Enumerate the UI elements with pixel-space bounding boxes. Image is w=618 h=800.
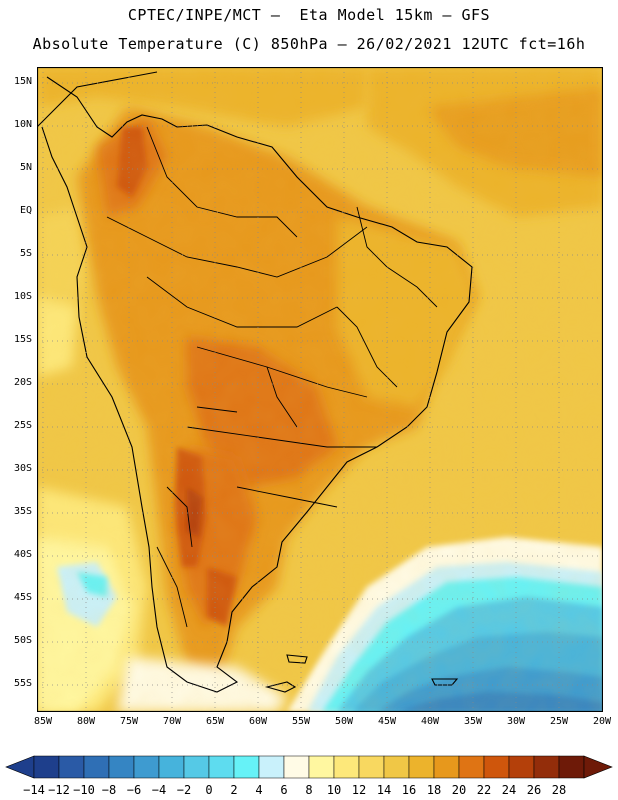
- colorbar-tick-label: 8: [305, 783, 313, 797]
- colorbar-tick-label: −14: [23, 783, 45, 797]
- colorbar-swatch: [508, 755, 535, 779]
- colorbar-swatch: [383, 755, 410, 779]
- colorbar-tick-label: −2: [176, 783, 192, 797]
- lat-label: 35S: [13, 506, 32, 517]
- colorbar-swatch: [308, 755, 335, 779]
- colorbar-tick-label: 14: [376, 783, 392, 797]
- colorbar-swatch: [133, 755, 160, 779]
- lat-label: 5N: [19, 162, 32, 173]
- colorbar-tick-label: 20: [451, 783, 467, 797]
- colorbar-tick-label: 26: [526, 783, 542, 797]
- colorbar-swatch: [283, 755, 310, 779]
- colorbar-swatch: [258, 755, 285, 779]
- coastline: [37, 71, 473, 693]
- colorbar-tick-label: 12: [351, 783, 367, 797]
- lon-label: 85W: [33, 716, 53, 727]
- lon-label: 75W: [119, 716, 139, 727]
- lon-label: 65W: [205, 716, 225, 727]
- colorbar-tick-label: 10: [326, 783, 342, 797]
- lat-label: 10S: [13, 291, 32, 302]
- lat-label: 50S: [13, 635, 32, 646]
- lat-label: 5S: [19, 248, 32, 259]
- lat-label: EQ: [19, 205, 32, 216]
- lat-label: 15S: [13, 334, 32, 345]
- lon-label: 55W: [291, 716, 311, 727]
- colorbar-tick-label: 24: [501, 783, 517, 797]
- colorbar-tick-label: −12: [48, 783, 70, 797]
- lon-label: 80W: [76, 716, 96, 727]
- colorbar-tick-label: 4: [255, 783, 263, 797]
- colorbar-low-arrow: [5, 755, 35, 779]
- colorbar-swatch: [108, 755, 135, 779]
- colorbar-tick-label: 6: [280, 783, 288, 797]
- colorbar-tick-label: 2: [230, 783, 238, 797]
- colorbar-swatch: [208, 755, 235, 779]
- colorbar-swatch: [358, 755, 385, 779]
- colorbar-swatch: [183, 755, 210, 779]
- colorbar-swatch: [408, 755, 435, 779]
- colorbar-swatch: [233, 755, 260, 779]
- lat-label: 15N: [13, 76, 32, 87]
- colorbar-swatch: [483, 755, 510, 779]
- map-border: [37, 67, 603, 712]
- lon-label: 30W: [506, 716, 526, 727]
- lon-label: 40W: [420, 716, 440, 727]
- lon-label: 20W: [592, 716, 612, 727]
- colorbar-tick-label: 22: [476, 783, 492, 797]
- colorbar-tick-label: −4: [151, 783, 167, 797]
- temperature-field: [37, 67, 603, 712]
- colorbar-swatch: [58, 755, 85, 779]
- colorbar-tick-label: 16: [401, 783, 417, 797]
- colorbar-swatch: [33, 755, 60, 779]
- lat-label: 30S: [13, 463, 32, 474]
- lon-label: 45W: [377, 716, 397, 727]
- lat-label: 45S: [13, 592, 32, 603]
- colorbar-tick-label: 18: [426, 783, 442, 797]
- colorbar-tick-label: 28: [551, 783, 567, 797]
- lon-label: 25W: [549, 716, 569, 727]
- lon-label: 50W: [334, 716, 354, 727]
- colorbar-swatch: [158, 755, 185, 779]
- lat-label: 40S: [13, 549, 32, 560]
- colorbar-swatch: [333, 755, 360, 779]
- lat-label: 55S: [13, 678, 32, 689]
- map-title-line-2: Absolute Temperature (C) 850hPa – 26/02/…: [32, 35, 586, 53]
- map-title-line-1: CPTEC/INPE/MCT – Eta Model 15km – GFS: [127, 6, 491, 24]
- temperature-map: [37, 67, 603, 712]
- colorbar-swatch: [83, 755, 110, 779]
- lat-label: 20S: [13, 377, 32, 388]
- lat-label: 10N: [13, 119, 32, 130]
- colorbar-swatch: [533, 755, 560, 779]
- colorbar-swatch: [558, 755, 585, 779]
- colorbar-tick-label: −6: [126, 783, 142, 797]
- colorbar-swatch: [458, 755, 485, 779]
- colorbar: [5, 755, 613, 779]
- colorbar-tick-label: −8: [101, 783, 117, 797]
- lat-label: 25S: [13, 420, 32, 431]
- lon-label: 60W: [248, 716, 268, 727]
- lon-label: 35W: [463, 716, 483, 727]
- colorbar-high-arrow: [583, 755, 613, 779]
- lon-label: 70W: [162, 716, 182, 727]
- colorbar-tick-label: −10: [73, 783, 95, 797]
- colorbar-tick-label: 0: [205, 783, 213, 797]
- colorbar-swatch: [433, 755, 460, 779]
